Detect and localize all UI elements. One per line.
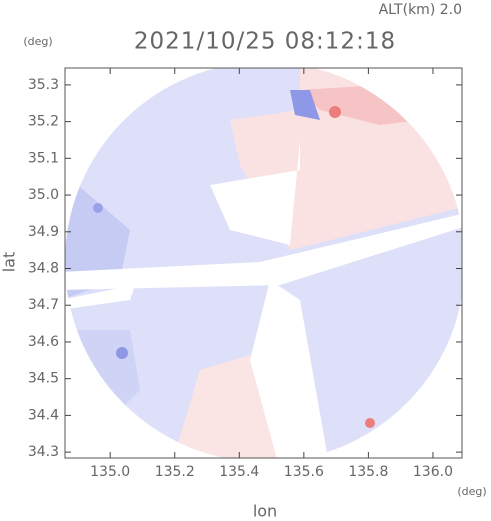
timestamp: 2021/10/25 08:12:18	[134, 29, 396, 55]
x-tick-label: 135.4	[219, 464, 259, 480]
y-tick-label: 35.2	[28, 114, 59, 130]
radar-field	[65, 68, 462, 458]
altitude-label: ALT(km) 2.0	[379, 2, 462, 18]
x-tick-label: 135.2	[155, 464, 195, 480]
y-tick-label: 35.3	[28, 77, 59, 93]
y-tick-label: 35.0	[28, 187, 59, 203]
y-tick-label: 34.4	[28, 407, 59, 423]
y-tick-label: 34.5	[28, 371, 59, 387]
x-tick-label: 135.8	[348, 464, 388, 480]
y-tick-label: 34.8	[28, 261, 59, 277]
y-tick-label: 35.1	[28, 150, 59, 166]
y-tick-label: 34.9	[28, 224, 59, 240]
x-tick-label: 135.6	[284, 464, 324, 480]
y-tick-label: 34.7	[28, 297, 59, 313]
x-tick-label: 136.0	[413, 464, 453, 480]
y-axis-label: lat	[0, 252, 19, 273]
x-axis-label: lon	[253, 502, 277, 521]
y-tick-label: 34.6	[28, 334, 59, 350]
plot-frame	[64, 67, 463, 459]
x-unit: (deg)	[457, 485, 486, 498]
y-unit: (deg)	[23, 35, 52, 48]
y-tick-label: 34.3	[28, 444, 59, 460]
x-tick-label: 135.0	[90, 464, 130, 480]
